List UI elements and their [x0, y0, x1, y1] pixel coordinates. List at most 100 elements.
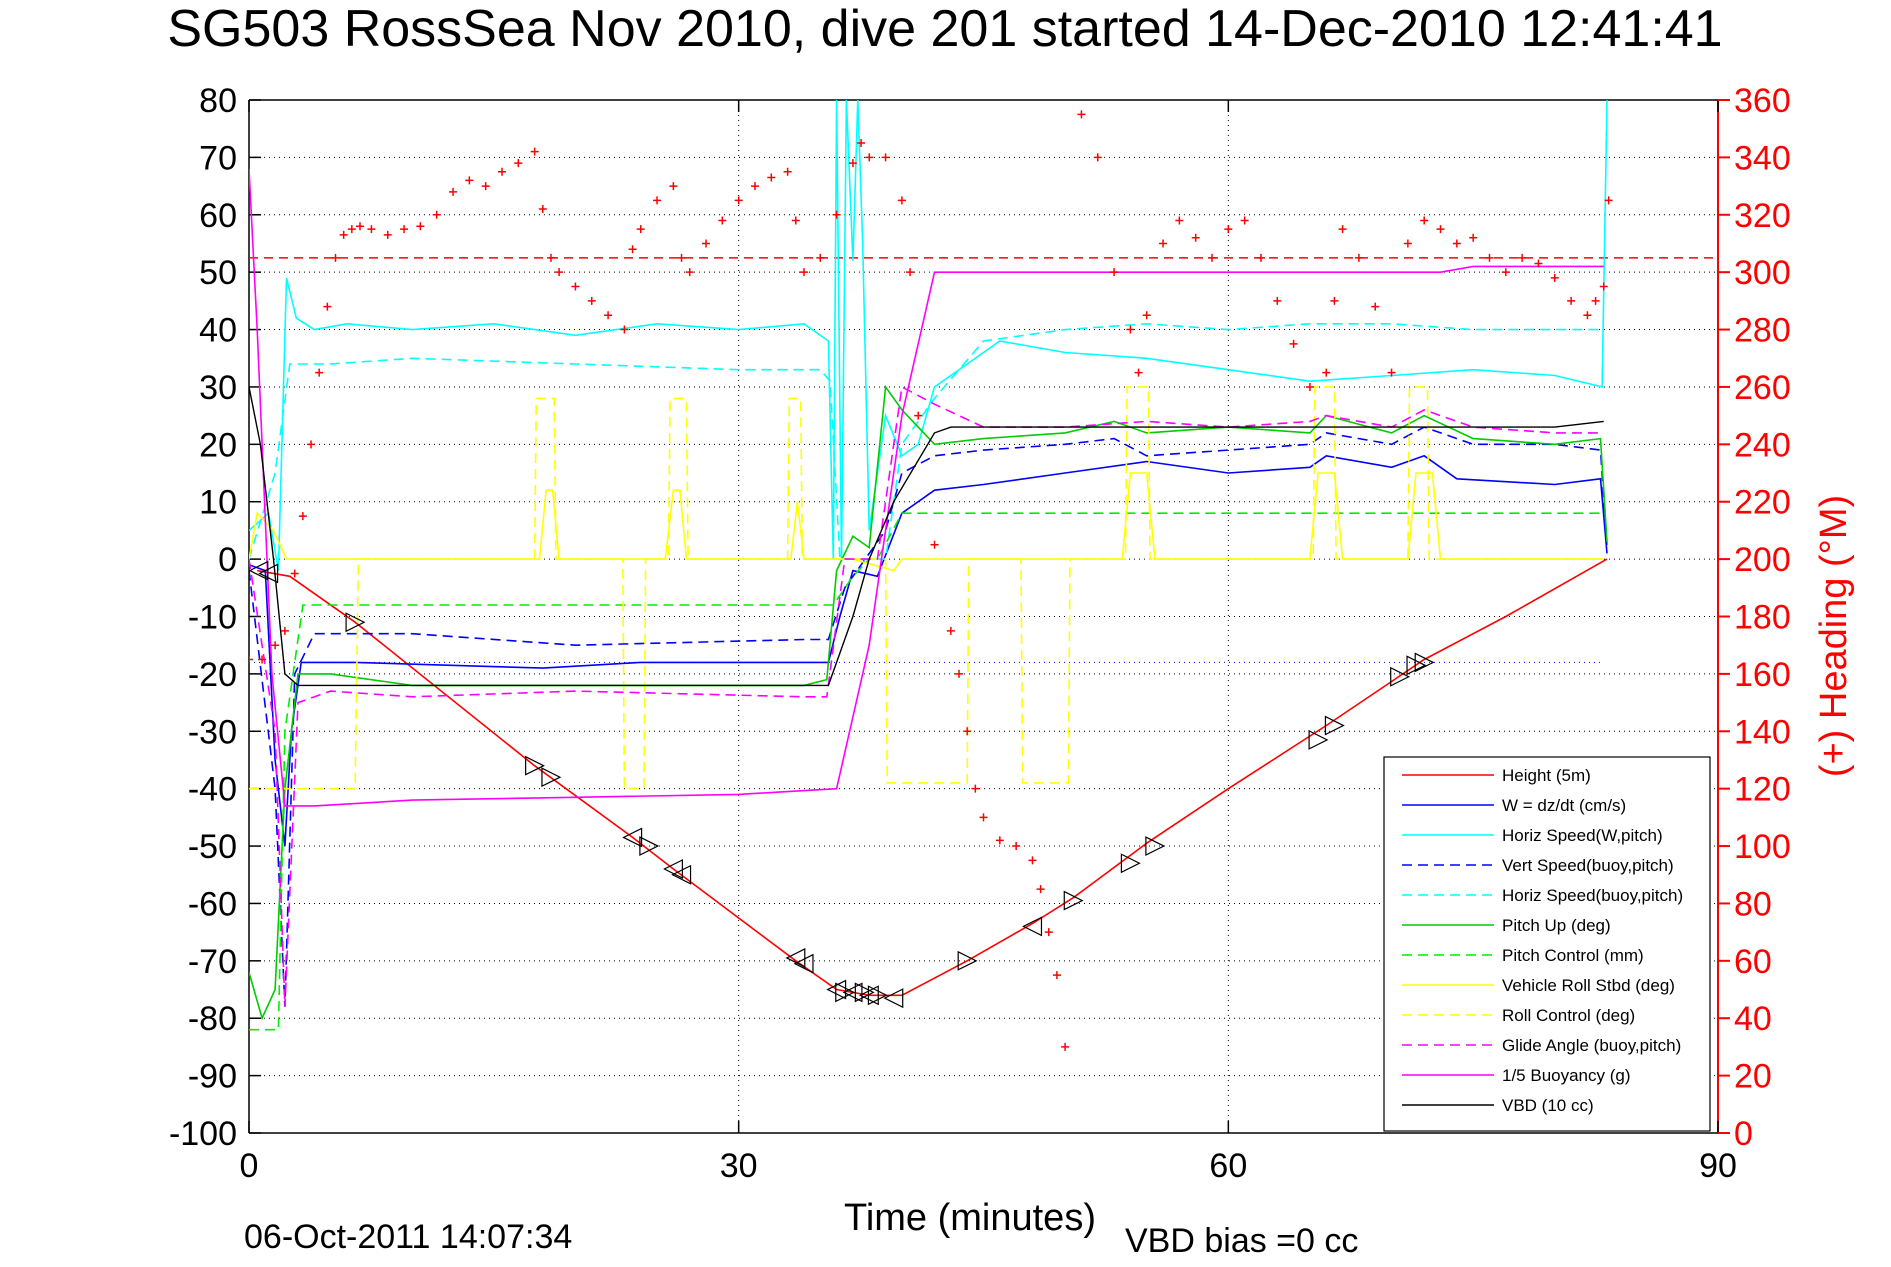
- legend-label-8: Roll Control (deg): [1502, 1006, 1635, 1025]
- heading-marker: [783, 167, 792, 176]
- y-tick-label: -40: [188, 771, 237, 809]
- heading-marker: [1485, 253, 1494, 262]
- heading-marker: [249, 655, 253, 664]
- y-tick-label: 30: [199, 369, 237, 407]
- heading-marker: [465, 176, 474, 185]
- profile-triangle-marker: [957, 950, 978, 971]
- legend-label-3: Vert Speed(buoy,pitch): [1502, 856, 1674, 875]
- plot-area: 0 30 60 9080706050403020100-10-20-30-40-50-…: [169, 82, 1791, 1185]
- heading-marker: [653, 196, 662, 205]
- heading-marker: [791, 216, 800, 225]
- series-line-0: [257, 558, 1608, 997]
- y2-tick-label: 220: [1734, 484, 1791, 522]
- heading-marker: [1224, 225, 1233, 234]
- heading-marker: [1583, 311, 1592, 320]
- heading-marker: [1371, 302, 1380, 311]
- y2-tick-label: 240: [1734, 426, 1791, 464]
- heading-marker: [1028, 856, 1037, 865]
- legend-label-7: Vehicle Roll Stbd (deg): [1502, 976, 1675, 995]
- profile-triangle-marker: [671, 864, 692, 885]
- heading-marker: [1452, 239, 1461, 248]
- series-line-7: [249, 472, 1604, 572]
- heading-marker: [677, 253, 686, 262]
- legend-label-4: Horiz Speed(buoy,pitch): [1502, 886, 1683, 905]
- y2-tick-label: 180: [1734, 599, 1791, 637]
- y2-tick-label: 100: [1734, 828, 1791, 866]
- legend: Height (5m) W = dz/dt (cm/s) Horiz Speed(W…: [1383, 756, 1711, 1132]
- x-tick-label: 0: [240, 1147, 259, 1185]
- heading-marker: [1518, 253, 1527, 262]
- heading-marker: [497, 167, 506, 176]
- heading-marker: [636, 225, 645, 234]
- heading-marker: [1403, 239, 1412, 248]
- heading-marker: [258, 655, 267, 664]
- heading-marker: [1012, 842, 1021, 851]
- profile-triangle-marker: [541, 767, 562, 788]
- y-tick-label: 80: [199, 82, 237, 120]
- heading-marker: [1436, 225, 1445, 234]
- profile-triangle-marker: [1308, 729, 1329, 750]
- heading-marker: [383, 230, 392, 239]
- heading-marker: [995, 836, 1004, 845]
- x-tick-label: 90: [1699, 1147, 1737, 1185]
- y-tick-label: -30: [188, 713, 237, 751]
- heading-marker: [857, 139, 866, 148]
- heading-marker: [1387, 368, 1396, 377]
- chart-title: SG503 RossSea Nov 2010, dive 201 started…: [167, 0, 1722, 58]
- y-tick-label: -100: [169, 1115, 237, 1153]
- right-axis-label: (+) Heading (°M): [1813, 495, 1855, 777]
- profile-triangle-marker: [1406, 655, 1427, 676]
- profile-triangle-marker: [663, 859, 683, 879]
- heading-marker: [971, 784, 980, 793]
- heading-marker: [1036, 885, 1045, 894]
- legend-label-5: Pitch Up (deg): [1502, 916, 1611, 935]
- heading-marker: [1175, 216, 1184, 225]
- heading-marker: [946, 626, 955, 635]
- heading-marker: [1420, 216, 1429, 225]
- profile-triangle-marker: [1390, 666, 1411, 687]
- profile-triangle-marker: [249, 560, 269, 581]
- series-line-8: [249, 386, 1604, 790]
- heading-marker: [367, 225, 376, 234]
- heading-marker: [848, 159, 857, 168]
- heading-marker: [298, 512, 307, 521]
- heading-marker: [1604, 196, 1613, 205]
- y-tick-label: 60: [199, 197, 237, 235]
- heading-marker: [514, 159, 523, 168]
- heading-marker: [1469, 233, 1478, 242]
- y2-tick-label: 140: [1734, 713, 1791, 751]
- y-tick-label: -90: [188, 1058, 237, 1096]
- profile-triangle-marker: [835, 982, 856, 1003]
- y-tick-label: -50: [188, 828, 237, 866]
- heading-marker: [865, 153, 874, 162]
- heading-marker: [881, 153, 890, 162]
- heading-marker: [432, 210, 441, 219]
- heading-marker: [1567, 296, 1576, 305]
- y2-tick-label: 160: [1734, 656, 1791, 694]
- heading-marker: [1044, 928, 1053, 937]
- y-tick-label: 50: [199, 254, 237, 292]
- heading-marker: [767, 173, 776, 182]
- x-axis-label: Time (minutes): [844, 1197, 1096, 1239]
- y2-tick-label: 120: [1734, 771, 1791, 809]
- heading-marker: [1134, 368, 1143, 377]
- heading-marker: [1550, 273, 1559, 282]
- heading-marker: [1093, 153, 1102, 162]
- profile-triangle-marker: [258, 563, 279, 584]
- heading-marker: [1052, 971, 1061, 980]
- legend-label-11: VBD (10 cc): [1502, 1096, 1594, 1115]
- profile-triangle-marker: [826, 979, 847, 1000]
- heading-marker: [702, 239, 711, 248]
- heading-marker: [271, 641, 280, 650]
- heading-marker: [685, 268, 694, 277]
- series-line-11: [249, 386, 1604, 687]
- profile-triangle-marker: [1145, 836, 1166, 857]
- heading-marker: [1322, 368, 1331, 377]
- y2-tick-label: 20: [1734, 1058, 1772, 1096]
- profile-triangle-marker: [1022, 916, 1043, 937]
- heading-marker: [718, 216, 727, 225]
- y-tick-label: -60: [188, 885, 237, 923]
- series-line-1: [249, 454, 1608, 847]
- heading-marker: [1191, 233, 1200, 242]
